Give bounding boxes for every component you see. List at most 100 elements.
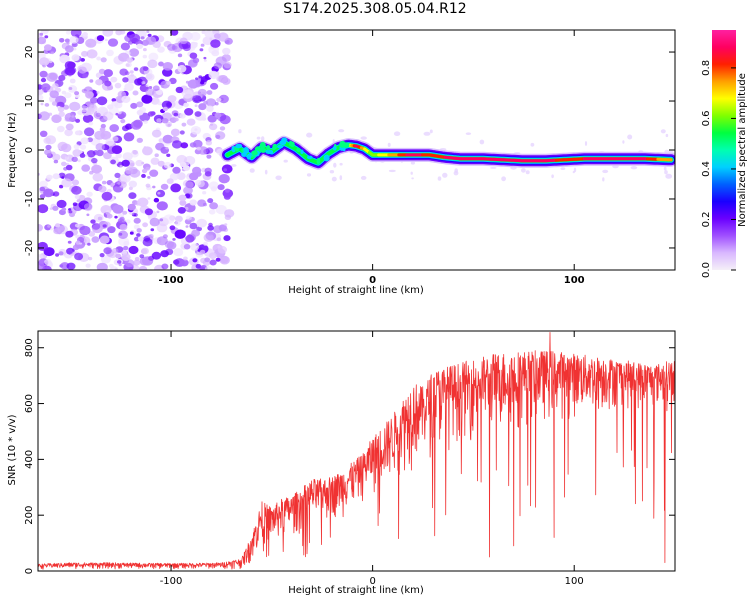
noise-blob (125, 63, 130, 67)
noise-blob (61, 161, 67, 167)
noise-blob (213, 62, 222, 70)
noise-blob (207, 198, 214, 204)
noise-blob (125, 167, 134, 175)
noise-blob (86, 191, 93, 197)
noise-blob (132, 90, 139, 96)
noise-blob (96, 149, 104, 157)
noise-blob (103, 247, 112, 255)
noise-blob (38, 263, 45, 270)
noise-blob (208, 252, 217, 259)
noise-blob (77, 159, 81, 163)
noise-blob (133, 217, 141, 224)
noise-blob (49, 90, 59, 99)
noise-blob (39, 57, 50, 66)
noise-blob (172, 238, 176, 241)
noise-blob (95, 112, 101, 118)
noise-blob (133, 259, 141, 266)
noise-blob (115, 253, 122, 259)
noise-blob (122, 210, 128, 215)
noise-blob (119, 216, 125, 222)
ridge-halo-speck (560, 167, 566, 171)
noise-blob (114, 215, 118, 219)
noise-blob (210, 39, 221, 48)
noise-blob (53, 228, 61, 235)
noise-blob (162, 106, 168, 112)
noise-blob (102, 30, 114, 37)
noise-blob (67, 61, 76, 69)
ridge-halo-speck (530, 142, 535, 147)
noise-blob (64, 67, 76, 76)
noise-speckle-region (38, 30, 674, 270)
noise-blob (52, 205, 59, 211)
ridge-halo-speck (627, 134, 633, 140)
bottom-y-tick-label: 600 (24, 394, 35, 413)
ridge-halo-speck (275, 175, 282, 181)
snr-frame (37, 330, 676, 572)
noise-blob (203, 59, 207, 62)
noise-blob (156, 210, 160, 214)
noise-blob (75, 118, 81, 123)
noise-blob (206, 154, 212, 159)
noise-blob (148, 52, 159, 61)
noise-blob (160, 250, 169, 258)
noise-blob (120, 42, 130, 51)
noise-blob (178, 194, 187, 202)
noise-blob (141, 94, 153, 104)
colorbar-label: Normalized spectral amplitude (737, 73, 748, 227)
noise-blob (185, 80, 190, 84)
top-x-tick-label: -100 (159, 275, 184, 286)
ridge-halo-speck (664, 170, 668, 175)
ridge-blob (272, 143, 278, 150)
noise-blob (75, 240, 81, 245)
noise-blob (50, 51, 55, 55)
noise-blob (175, 86, 184, 94)
noise-blob (156, 118, 162, 123)
noise-blob (55, 253, 60, 257)
noise-blob (203, 56, 207, 60)
noise-blob (123, 240, 130, 247)
noise-blob (118, 52, 130, 62)
noise-blob (148, 86, 153, 89)
noise-blob (98, 185, 107, 193)
top-y-tick-label: 20 (24, 46, 35, 59)
ridge-halo-speck (238, 129, 242, 134)
noise-blob (156, 89, 163, 95)
noise-blob (114, 82, 122, 89)
noise-blob (102, 224, 107, 228)
noise-blob (143, 236, 151, 242)
noise-blob (204, 265, 213, 270)
noise-blob (107, 38, 119, 47)
ridge-halo-speck (665, 133, 669, 138)
noise-blob (100, 255, 111, 264)
noise-blob (65, 123, 74, 131)
noise-blob (43, 137, 51, 144)
noise-blob (52, 83, 59, 89)
colorbar-tick-label: 0.2 (701, 212, 712, 228)
noise-blob (207, 225, 214, 231)
noise-blob (190, 243, 200, 251)
noise-blob (119, 223, 128, 231)
noise-blob (68, 208, 72, 211)
noise-blob (72, 202, 78, 206)
noise-blob (79, 225, 91, 236)
noise-blob (80, 144, 87, 150)
noise-blob (192, 258, 198, 263)
ridge-blob (235, 145, 242, 149)
snr-panel: -100 0 100 0 200 400 600 800 Height of straigh… (7, 330, 676, 596)
noise-blob (110, 159, 116, 165)
noise-blob (216, 237, 222, 242)
noise-blob (198, 75, 203, 79)
noise-blob (65, 30, 71, 35)
noise-blob (109, 124, 119, 133)
ridge-halo-speck (249, 168, 255, 173)
noise-blob (182, 89, 194, 99)
noise-blob (142, 54, 147, 59)
noise-blob (74, 91, 80, 96)
noise-blob (167, 123, 171, 127)
ridge-halo-speck (329, 170, 335, 174)
noise-blob (177, 65, 187, 73)
ridge-halo-speck (602, 169, 609, 174)
noise-blob (160, 183, 169, 190)
noise-blob (207, 114, 217, 123)
